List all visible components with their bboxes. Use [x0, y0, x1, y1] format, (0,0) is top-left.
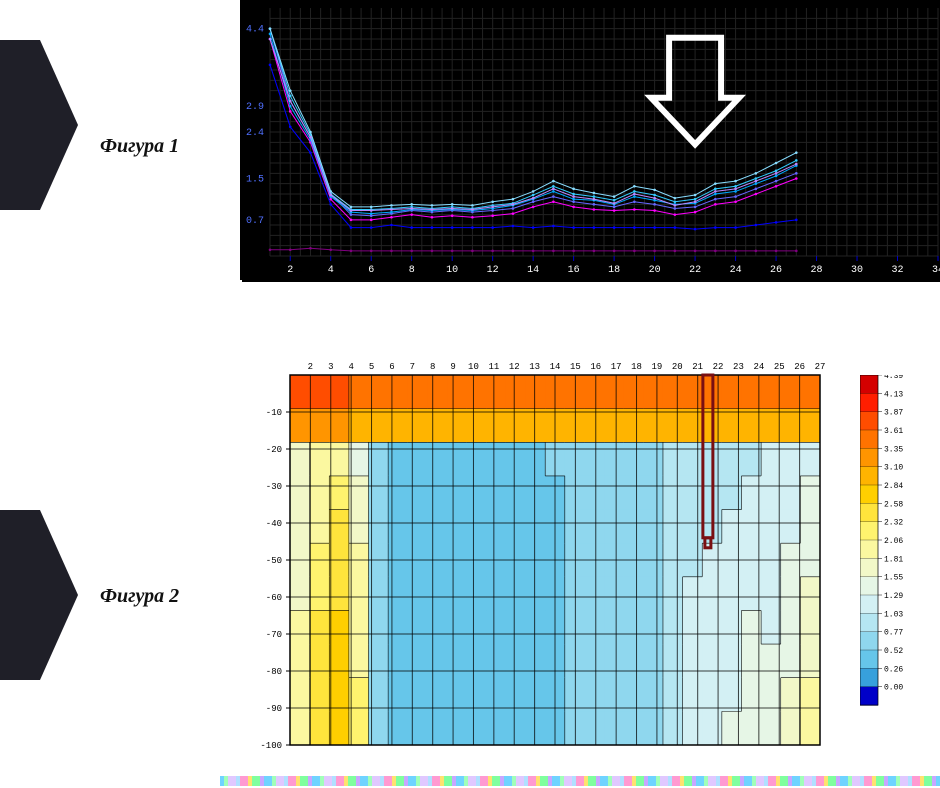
- svg-text:0.52: 0.52: [884, 647, 903, 656]
- svg-text:2.32: 2.32: [884, 519, 903, 528]
- svg-text:32: 32: [892, 265, 904, 276]
- pointer-shape-2: [0, 510, 80, 680]
- svg-text:22: 22: [689, 265, 701, 276]
- svg-text:6: 6: [368, 265, 374, 276]
- svg-text:28: 28: [811, 265, 823, 276]
- svg-text:22: 22: [713, 362, 724, 372]
- svg-text:1.81: 1.81: [884, 555, 903, 564]
- svg-text:10: 10: [446, 265, 458, 276]
- svg-text:26: 26: [794, 362, 805, 372]
- svg-text:4.4: 4.4: [246, 25, 264, 36]
- pointer-shape-1: [0, 40, 80, 210]
- svg-text:2.4: 2.4: [246, 128, 264, 139]
- svg-text:20: 20: [649, 265, 661, 276]
- svg-text:12: 12: [509, 362, 520, 372]
- svg-text:1.29: 1.29: [884, 592, 903, 601]
- noise-strip: [220, 773, 940, 783]
- line-chart: 2468101214161820222426283032340.71.52.42…: [240, 0, 940, 280]
- svg-text:-50: -50: [266, 556, 282, 566]
- svg-text:2: 2: [308, 362, 313, 372]
- svg-text:-20: -20: [266, 445, 282, 455]
- svg-text:1.5: 1.5: [246, 175, 264, 186]
- svg-text:4: 4: [328, 265, 334, 276]
- svg-text:4.13: 4.13: [884, 390, 903, 399]
- svg-text:5: 5: [369, 362, 374, 372]
- svg-text:14: 14: [550, 362, 561, 372]
- svg-text:17: 17: [611, 362, 622, 372]
- svg-text:8: 8: [409, 265, 415, 276]
- svg-text:-70: -70: [266, 630, 282, 640]
- svg-text:1.03: 1.03: [884, 610, 903, 619]
- svg-text:23: 23: [733, 362, 744, 372]
- svg-text:2: 2: [287, 265, 293, 276]
- svg-text:0.77: 0.77: [884, 629, 903, 638]
- svg-text:3.35: 3.35: [884, 445, 903, 454]
- svg-text:21: 21: [692, 362, 703, 372]
- svg-text:16: 16: [568, 265, 580, 276]
- svg-text:13: 13: [529, 362, 540, 372]
- svg-text:-60: -60: [266, 593, 282, 603]
- contour-chart: 2345678910111213141516171819202122232425…: [250, 355, 830, 755]
- svg-text:34: 34: [932, 265, 940, 276]
- svg-text:11: 11: [488, 362, 499, 372]
- svg-text:27: 27: [815, 362, 826, 372]
- svg-text:9: 9: [450, 362, 455, 372]
- svg-text:3: 3: [328, 362, 333, 372]
- svg-text:10: 10: [468, 362, 479, 372]
- svg-text:2.9: 2.9: [246, 102, 264, 113]
- svg-text:6: 6: [389, 362, 394, 372]
- svg-text:-100: -100: [260, 741, 282, 751]
- svg-text:8: 8: [430, 362, 435, 372]
- svg-text:25: 25: [774, 362, 785, 372]
- svg-text:26: 26: [770, 265, 782, 276]
- svg-text:18: 18: [608, 265, 620, 276]
- svg-text:4: 4: [348, 362, 353, 372]
- svg-text:3.10: 3.10: [884, 464, 903, 473]
- svg-text:0.26: 0.26: [884, 665, 903, 674]
- svg-text:0.7: 0.7: [246, 216, 264, 227]
- svg-text:-10: -10: [266, 408, 282, 418]
- svg-text:-80: -80: [266, 667, 282, 677]
- svg-text:-90: -90: [266, 704, 282, 714]
- svg-text:3.61: 3.61: [884, 427, 903, 436]
- svg-text:30: 30: [851, 265, 863, 276]
- svg-text:12: 12: [487, 265, 499, 276]
- svg-text:0.00: 0.00: [884, 684, 903, 693]
- svg-text:-40: -40: [266, 519, 282, 529]
- svg-text:24: 24: [730, 265, 742, 276]
- svg-text:16: 16: [590, 362, 601, 372]
- svg-text:24: 24: [753, 362, 764, 372]
- svg-text:3.87: 3.87: [884, 409, 903, 418]
- svg-text:-30: -30: [266, 482, 282, 492]
- svg-text:19: 19: [652, 362, 663, 372]
- svg-text:15: 15: [570, 362, 581, 372]
- svg-text:14: 14: [527, 265, 539, 276]
- svg-text:7: 7: [410, 362, 415, 372]
- svg-text:1.55: 1.55: [884, 574, 903, 583]
- svg-text:4.39: 4.39: [884, 375, 903, 381]
- figure-1-label: Фигура 1: [100, 135, 179, 158]
- svg-text:18: 18: [631, 362, 642, 372]
- color-scale: 4.39 4.13 3.87 3.61 3.35 3.10 2.84 2.58 2.32 2.06…: [860, 375, 918, 715]
- svg-text:2.58: 2.58: [884, 500, 903, 509]
- svg-text:2.06: 2.06: [884, 537, 903, 546]
- svg-text:20: 20: [672, 362, 683, 372]
- svg-text:2.84: 2.84: [884, 482, 903, 491]
- figure-2-label: Фигура 2: [100, 585, 179, 608]
